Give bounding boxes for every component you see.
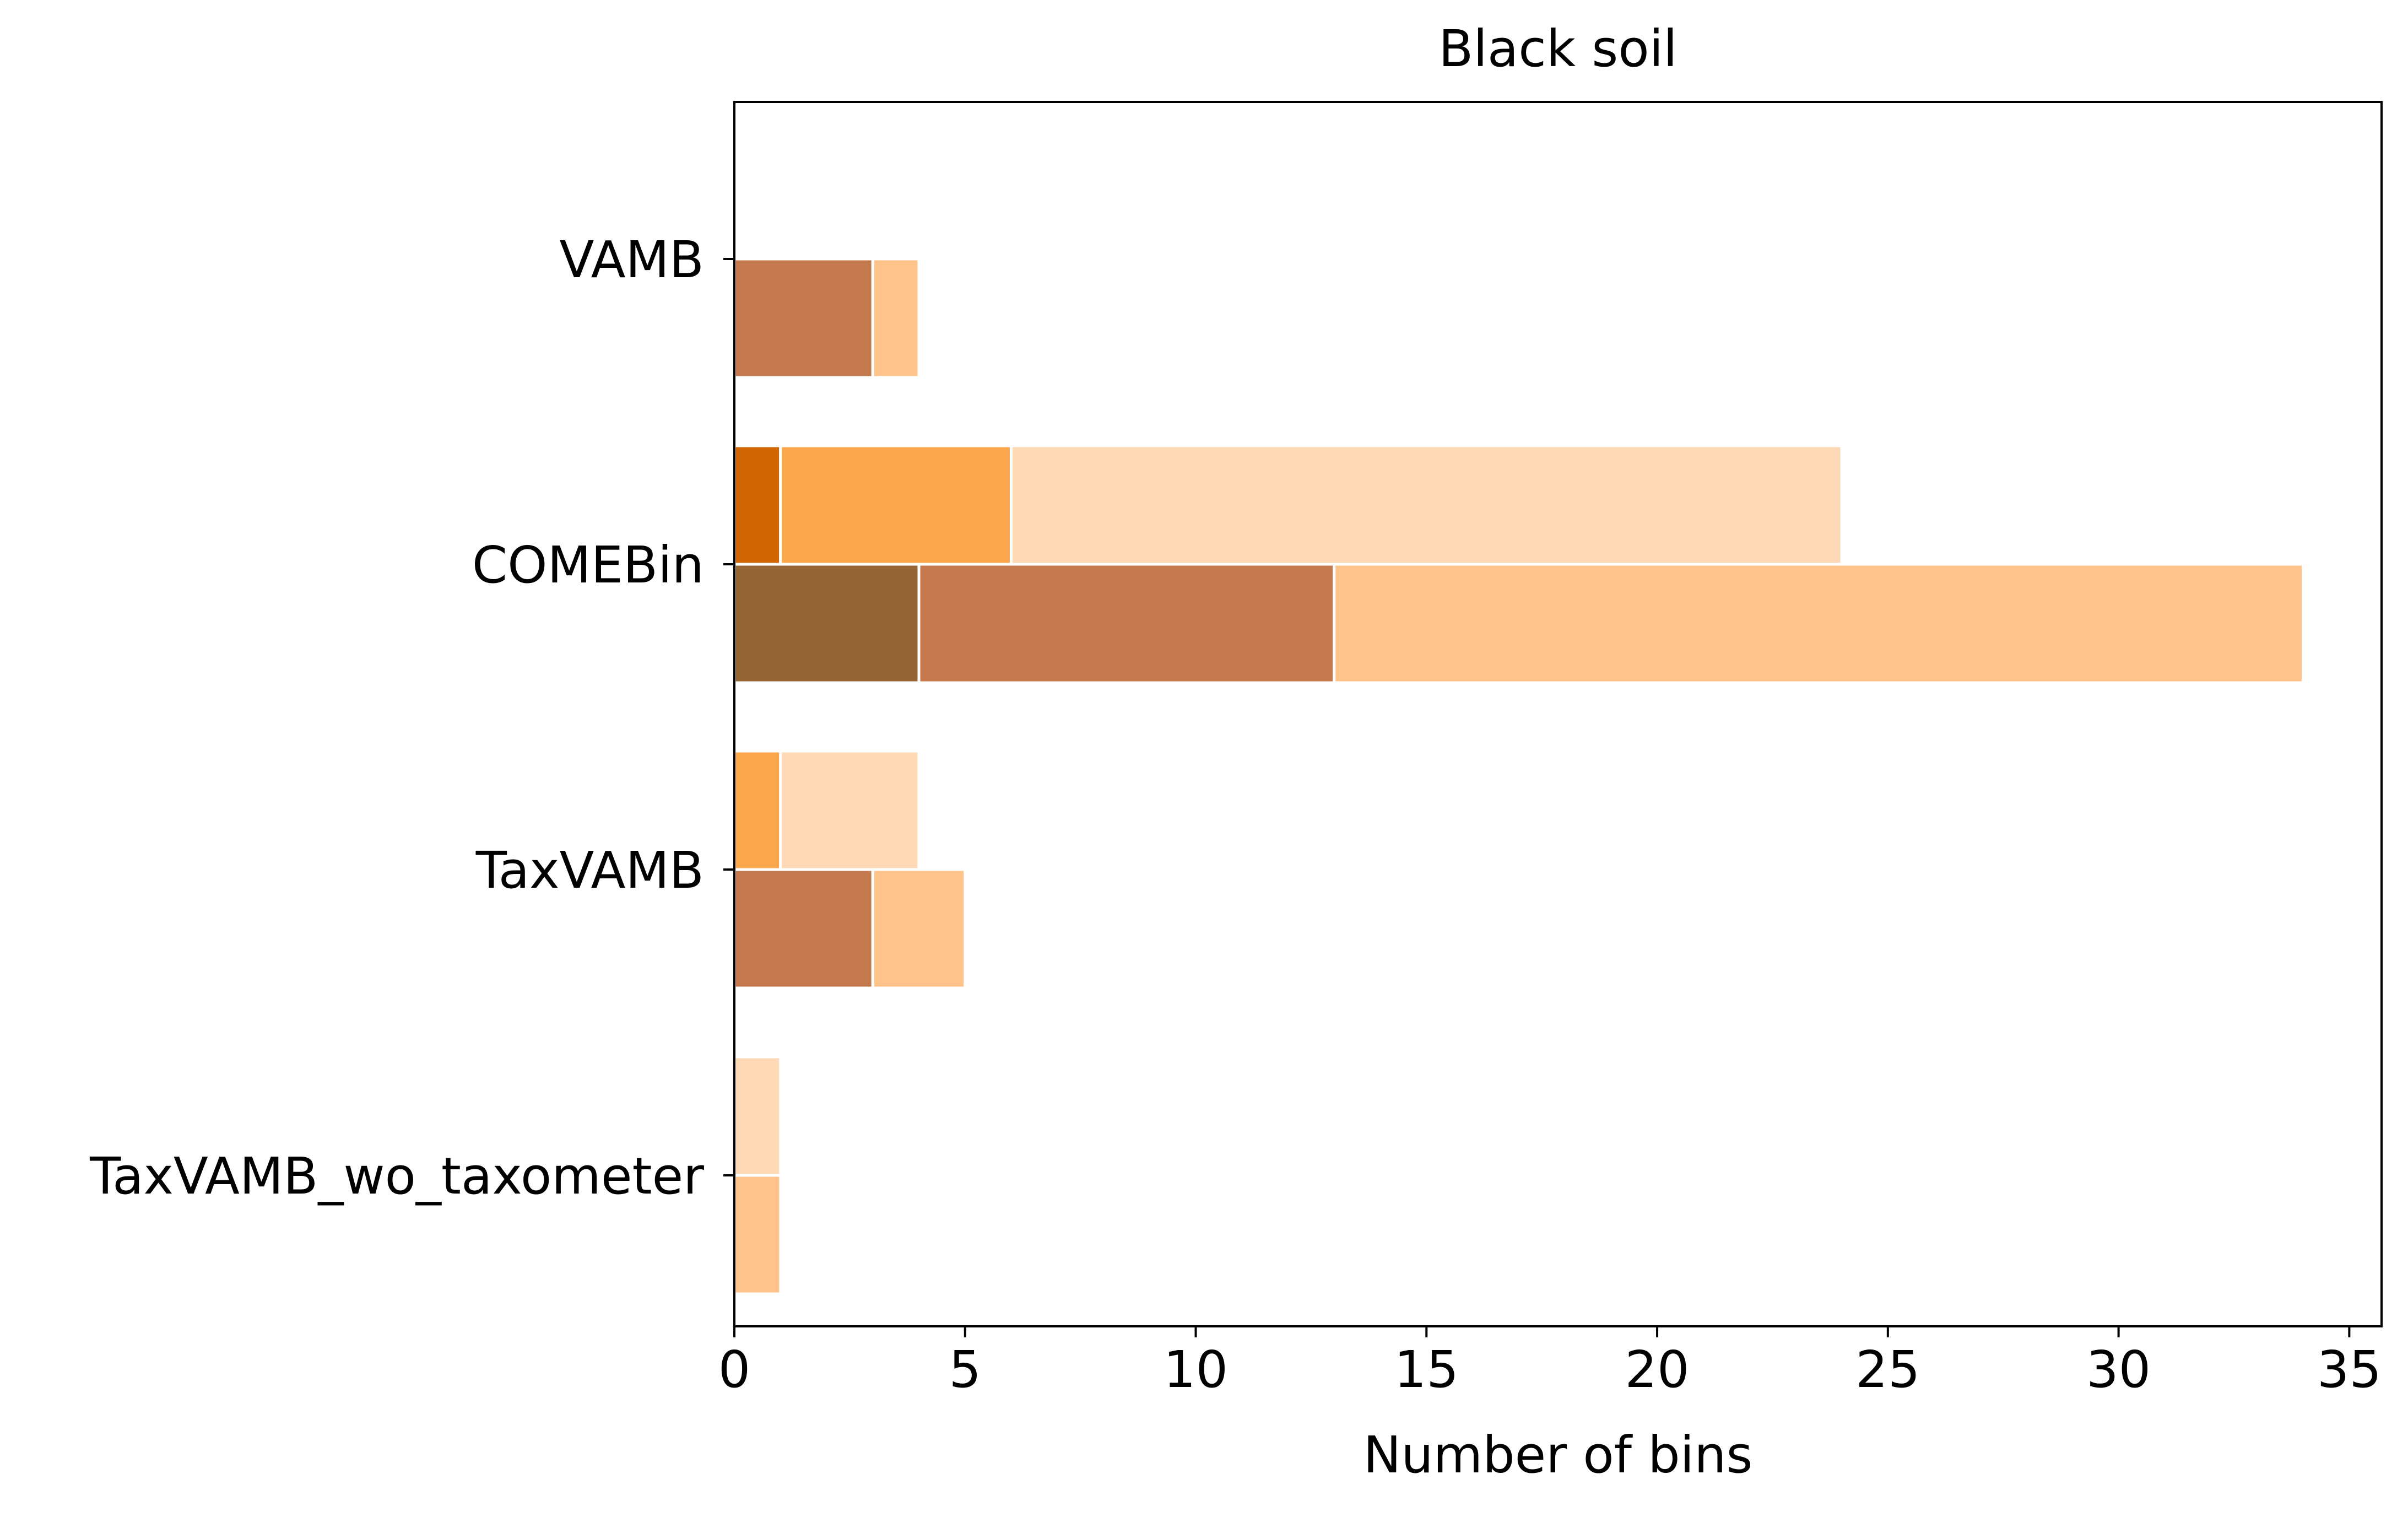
bar-upper-bar-upper-segment-3-COMEBin (1010, 444, 1843, 566)
x-tick-label-5: 5 (949, 1340, 981, 1399)
bar-lower-bar-lower-segment-2-VAMB (733, 257, 874, 379)
bar-lower-bar-lower-segment-3-TaxVAMB_wo_taxometer (733, 1174, 782, 1295)
x-tick-label-25: 25 (1855, 1340, 1920, 1399)
x-tick-label-0: 0 (718, 1340, 751, 1399)
bar-lower-bar-lower-segment-3-TaxVAMB (871, 868, 967, 990)
y-tick-label-VAMB: VAMB (560, 230, 704, 289)
x-tick-label-15: 15 (1394, 1340, 1459, 1399)
bar-upper-bar-upper-segment-2-COMEBin (779, 444, 1013, 566)
bar-upper-bar-upper-segment-3-TaxVAMB_wo_taxometer (733, 1055, 782, 1177)
bar-lower-bar-lower-segment-2-TaxVAMB (733, 868, 874, 990)
axes-layer: 0 5 10 15 20 25 30 35 VAMB COMEBin TaxVAMB TaxVAMB_… (89, 101, 2383, 1399)
y-tick-label-COMEBin: COMEBin (472, 536, 704, 595)
y-tick-label-TaxVAMB: TaxVAMB (475, 841, 704, 900)
bar-lower-bar-lower-segment-3-VAMB (871, 257, 921, 379)
x-tick-label-10: 10 (1164, 1340, 1228, 1399)
bar-upper-bar-upper-segment-1-COMEBin (733, 444, 782, 566)
bars-layer (733, 257, 2305, 1295)
plot-frame (733, 101, 2383, 1327)
bar-upper-bar-upper-segment-3-TaxVAMB (779, 749, 921, 871)
bar-lower-bar-lower-segment-3-COMEBin (1333, 563, 2305, 684)
x-tick-label-20: 20 (1625, 1340, 1690, 1399)
bar-lower-bar-lower-segment-2-COMEBin (917, 563, 1336, 684)
chart-title: Black soil (1438, 19, 1678, 78)
x-tick-label-35: 35 (2317, 1340, 2382, 1399)
x-axis-label: Number of bins (1363, 1426, 1753, 1484)
x-tick-label-30: 30 (2086, 1340, 2151, 1399)
y-tick-label-TaxVAMB_wo_taxometer: TaxVAMB_wo_taxometer (89, 1147, 704, 1206)
bar-upper-bar-upper-segment-2-TaxVAMB (733, 749, 782, 871)
bar-lower-bar-lower-segment-1-COMEBin (733, 563, 921, 684)
